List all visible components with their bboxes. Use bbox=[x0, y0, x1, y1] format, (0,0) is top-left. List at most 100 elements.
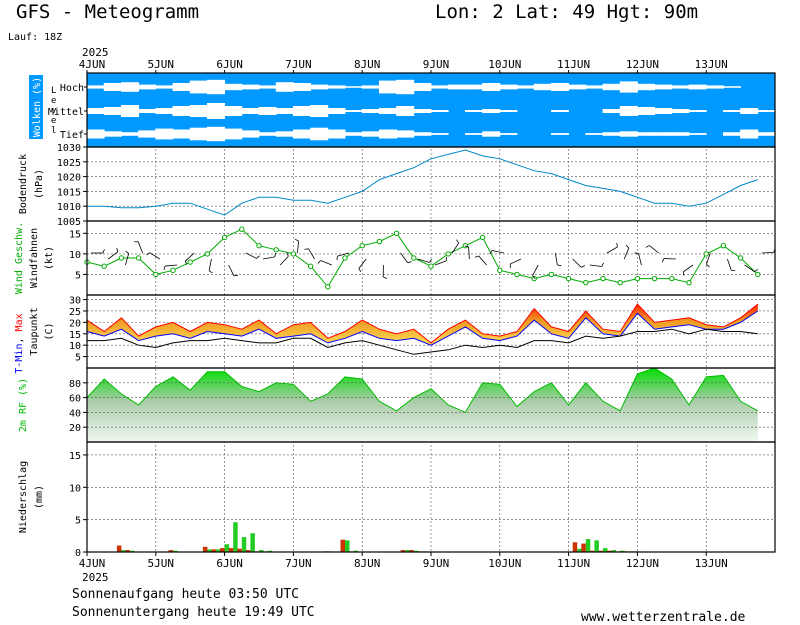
date-label-top: 8JUN bbox=[354, 58, 381, 71]
cloud-cell-hoch bbox=[413, 83, 432, 91]
cloud-cell-mittel bbox=[241, 108, 260, 114]
cloud-cell-mittel bbox=[413, 109, 432, 113]
date-label-bottom: 8JUN bbox=[354, 557, 381, 570]
wind-barb-flag bbox=[634, 252, 639, 254]
date-label-bottom: 10JUN bbox=[488, 557, 521, 570]
date-label-top: 9JUN bbox=[423, 58, 450, 71]
cloud-cell-mittel bbox=[550, 110, 570, 112]
wind-tick-label: 10 bbox=[69, 250, 81, 261]
cloud-cell-hoch bbox=[86, 85, 105, 89]
cloud-cell-tief bbox=[189, 127, 208, 141]
cloud-level-letter: e bbox=[51, 96, 56, 106]
wind-speed-point bbox=[170, 267, 176, 274]
wind-speed-point bbox=[153, 271, 159, 278]
cloud-cell-mittel bbox=[482, 109, 501, 113]
cloud-cell-tief bbox=[671, 132, 690, 136]
temp-tick-label: 15 bbox=[69, 330, 81, 341]
cloud-cell-mittel bbox=[103, 107, 122, 115]
precip-bar-red bbox=[581, 543, 586, 552]
rh-area bbox=[87, 368, 758, 442]
wind-barb bbox=[623, 247, 630, 260]
temp-tick-label: 5 bbox=[75, 353, 81, 364]
precip-bar-red bbox=[572, 542, 578, 552]
wind-barb bbox=[107, 251, 119, 260]
wind-speed-point bbox=[617, 279, 623, 286]
precip-bar-green bbox=[173, 550, 178, 552]
cloud-cell-hoch bbox=[464, 84, 484, 90]
cloud-cell-hoch bbox=[155, 85, 174, 89]
precip-unit: (mm) bbox=[34, 485, 45, 509]
cloud-cell-hoch bbox=[671, 85, 690, 89]
cloud-cell-mittel bbox=[722, 110, 742, 112]
cloud-cell-hoch bbox=[310, 84, 329, 90]
cloud-cell-tief bbox=[550, 133, 570, 135]
wind-barb-flag bbox=[184, 260, 188, 265]
precip-bar-green bbox=[603, 548, 608, 552]
cloud-cell-tief bbox=[722, 132, 742, 136]
wind-barb-flag bbox=[557, 264, 562, 267]
wind-speed-point bbox=[720, 242, 727, 249]
precip-bar-red bbox=[116, 545, 122, 552]
cloud-cell-hoch bbox=[619, 81, 638, 93]
cloud-cell-hoch bbox=[482, 83, 501, 91]
precip-bar-green bbox=[121, 550, 126, 552]
location-info: Lon: 2 Lat: 49 Hgt: 90m bbox=[435, 1, 699, 23]
cloud-cell-hoch bbox=[516, 85, 535, 89]
precip-bar-green bbox=[207, 549, 212, 552]
website-credit: www.wetterzentrale.de bbox=[581, 610, 746, 625]
wind-barb bbox=[468, 247, 470, 260]
wind-barb-flag bbox=[383, 276, 388, 279]
date-label-top: 13JUN bbox=[695, 58, 728, 71]
dewpoint-line bbox=[87, 328, 758, 355]
precip-bar-green bbox=[611, 550, 617, 552]
precip-bar-green bbox=[224, 544, 230, 552]
cloud-cell-tief bbox=[292, 129, 312, 139]
cloud-cell-tief bbox=[206, 126, 226, 142]
cloud-cell-tief bbox=[310, 127, 329, 141]
wind-speed-point bbox=[118, 255, 125, 261]
temp-ylabel: T-Min, Max bbox=[14, 313, 25, 373]
wind-speed-point bbox=[307, 263, 314, 269]
wind-barb-flag bbox=[256, 255, 260, 259]
wind-barb-flag bbox=[208, 270, 213, 274]
precip-bar-red bbox=[220, 548, 225, 552]
cloud-cell-hoch bbox=[103, 83, 122, 91]
wind-speed-point bbox=[583, 279, 589, 286]
cloud-cell-mittel bbox=[602, 109, 621, 113]
precip-bar-green bbox=[233, 522, 238, 552]
cloud-cell-tief bbox=[464, 133, 484, 135]
wind-barb bbox=[358, 258, 367, 269]
wind-barb-flag bbox=[706, 264, 710, 268]
wind-unit: (kt) bbox=[44, 246, 55, 270]
cloud-cell-hoch bbox=[585, 85, 604, 89]
pressure-tick-label: 1010 bbox=[57, 202, 81, 213]
rh-tick-label: 60 bbox=[69, 394, 81, 405]
date-label-top: 12JUN bbox=[626, 58, 659, 71]
temp-tick-label: 20 bbox=[69, 318, 81, 329]
wind-speed-point bbox=[514, 271, 520, 278]
wind-barb bbox=[137, 241, 143, 254]
cloud-cell-tief bbox=[120, 132, 140, 136]
wind-barb bbox=[727, 258, 732, 271]
date-label-top: 4JUN bbox=[79, 58, 106, 71]
wind-speed-point bbox=[221, 234, 228, 241]
wind-barb-flag bbox=[474, 255, 479, 258]
cloud-label-box bbox=[29, 75, 43, 139]
date-label-top: 7JUN bbox=[285, 58, 312, 71]
cloud-cell-tief bbox=[172, 129, 191, 139]
wind-barb-flag bbox=[456, 239, 460, 244]
year-label-top: 2025 bbox=[82, 46, 109, 59]
date-label-bottom: 5JUN bbox=[148, 557, 175, 570]
temp-tick-label: 30 bbox=[69, 296, 81, 307]
wind-barb bbox=[451, 242, 460, 254]
wind-speed-point bbox=[669, 275, 675, 282]
precip-bar-green bbox=[130, 550, 135, 552]
cloud-cell-mittel bbox=[619, 106, 638, 116]
precip-bar-red bbox=[237, 548, 242, 552]
cloud-level-letter: L bbox=[51, 86, 56, 96]
cloud-cell-hoch bbox=[241, 84, 260, 90]
cloud-level-letter: v bbox=[51, 106, 56, 116]
model-run-label: Lauf: 18Z bbox=[8, 32, 63, 43]
cloud-level-letter: e bbox=[51, 116, 56, 126]
cloud-cell-hoch bbox=[378, 80, 398, 94]
